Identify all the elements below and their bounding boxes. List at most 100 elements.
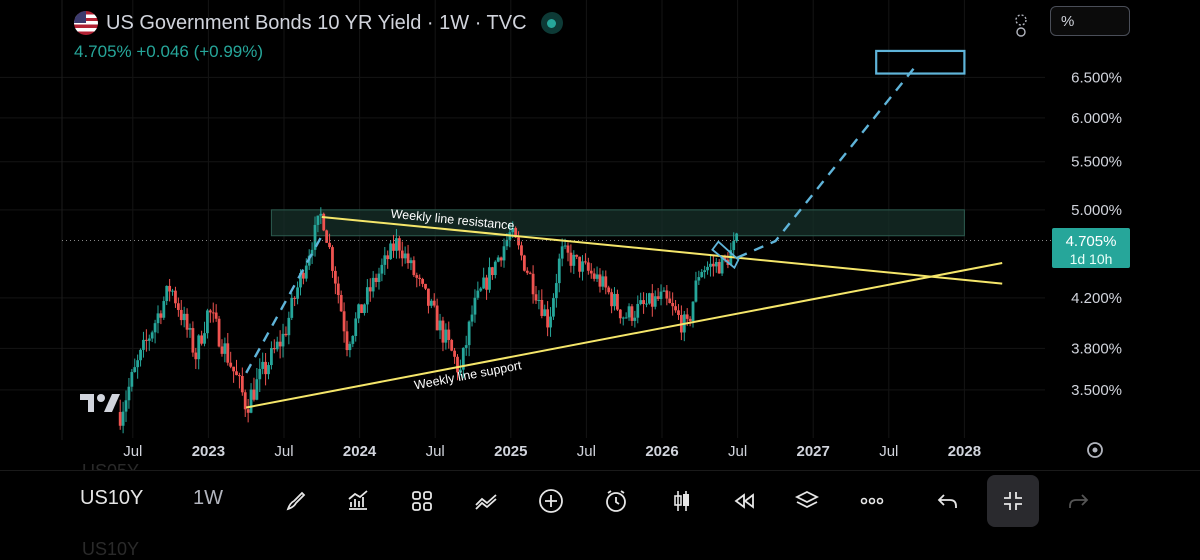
candle-body (668, 298, 672, 303)
candle-body (290, 297, 294, 318)
x-tick-label: Jul (879, 443, 898, 460)
add-icon[interactable] (535, 485, 567, 517)
y-tick-label: 5.500% (1071, 154, 1122, 171)
candle-body (400, 250, 404, 259)
candle-body (159, 313, 163, 318)
x-tick-label: 2026 (645, 443, 678, 460)
symbol-title[interactable]: US Government Bonds 10 YR Yield · 1W · T… (106, 11, 527, 34)
candle-body (191, 328, 195, 353)
candle-body (220, 346, 224, 354)
candle-body (322, 213, 326, 231)
candle-body (348, 343, 352, 351)
candle-type-icon[interactable] (666, 485, 698, 517)
quote-line: 4.705% +0.046 (+0.99%) (74, 42, 264, 61)
candle-body (316, 215, 320, 225)
candle-body (255, 379, 259, 400)
candles (118, 207, 739, 434)
candle-body (174, 290, 177, 304)
interval-selector[interactable]: 1W (193, 487, 223, 509)
candle-body (206, 310, 209, 334)
candle-body (488, 267, 491, 290)
drawing-brush-icon[interactable] (280, 485, 312, 517)
candle-body (618, 309, 622, 319)
layout-grid-icon[interactable] (406, 485, 438, 517)
indicators-icon[interactable] (342, 485, 374, 517)
settings-gear-icon[interactable] (1087, 442, 1103, 458)
candle-body (127, 386, 131, 401)
redo-icon[interactable] (1062, 485, 1094, 517)
candle-body (717, 261, 721, 274)
us-flag-icon (74, 11, 98, 35)
candle-body (165, 285, 169, 302)
candle-body (499, 257, 503, 261)
alert-clock-icon[interactable] (600, 485, 632, 517)
symbol-selector[interactable]: US10Y (80, 487, 144, 509)
candle-body (581, 261, 584, 272)
candle-body (232, 366, 235, 372)
candle-body (118, 412, 122, 426)
candle-body (185, 313, 189, 330)
candle-body (522, 255, 526, 271)
candle-body (325, 230, 329, 243)
candle-body (694, 280, 698, 302)
candle-body (709, 263, 712, 267)
x-tick-label: 2027 (797, 443, 830, 460)
candle-body (685, 314, 689, 319)
compare-icon[interactable] (470, 485, 502, 517)
y-tick-label: 6.500% (1071, 69, 1122, 86)
candle-body (531, 273, 535, 295)
candle-body (604, 276, 608, 288)
candle-body (365, 287, 369, 305)
candle-body (444, 329, 448, 343)
candle-body (438, 320, 442, 331)
candle-body (182, 313, 186, 321)
candle-body (697, 277, 701, 281)
candle-body (252, 389, 256, 400)
candle-body (525, 270, 529, 273)
candle-body (403, 253, 407, 259)
candle-body (700, 271, 704, 278)
scale-mode-toggle[interactable]: % (1050, 6, 1130, 36)
candle-body (360, 304, 363, 313)
candle-body (636, 303, 640, 318)
replay-icon[interactable] (728, 485, 760, 517)
candle-body (153, 323, 157, 333)
candle-body (176, 303, 180, 310)
candle-body (147, 338, 151, 341)
candle-body (421, 279, 424, 284)
candle-body (136, 360, 140, 368)
layers-icon[interactable] (791, 485, 823, 517)
candle-body (278, 341, 282, 347)
y-tick-label: 5.000% (1071, 202, 1122, 219)
candle-body (188, 328, 192, 330)
candle-body (124, 400, 128, 412)
candle-body (299, 272, 302, 288)
candle-body (229, 362, 233, 367)
chart-header: US Government Bonds 10 YR Yield · 1W · T… (74, 8, 563, 68)
candle-body (595, 274, 599, 279)
more-icon[interactable] (856, 485, 888, 517)
candle-body (592, 273, 596, 279)
candle-body (313, 224, 317, 250)
fullscreen-collapse-icon[interactable] (987, 475, 1039, 527)
x-tick-label: 2024 (343, 443, 377, 460)
x-tick-label: Jul (123, 443, 142, 460)
candle-body (331, 247, 334, 271)
target-box (875, 49, 966, 75)
candle-body (598, 274, 602, 287)
candle-body (427, 288, 430, 306)
undo-icon[interactable] (932, 485, 964, 517)
candle-body (653, 296, 657, 307)
candle-body (711, 263, 715, 267)
candle-body (691, 301, 695, 322)
candle-body (412, 260, 416, 276)
candle-body (470, 314, 474, 322)
y-tick-label: 6.000% (1071, 110, 1122, 127)
fundamentals-icon[interactable] (1010, 12, 1032, 38)
candle-body (706, 266, 709, 271)
candle-body (386, 255, 390, 260)
candle-body (226, 343, 230, 363)
price-label-countdown: 1d 10h (1070, 251, 1113, 267)
